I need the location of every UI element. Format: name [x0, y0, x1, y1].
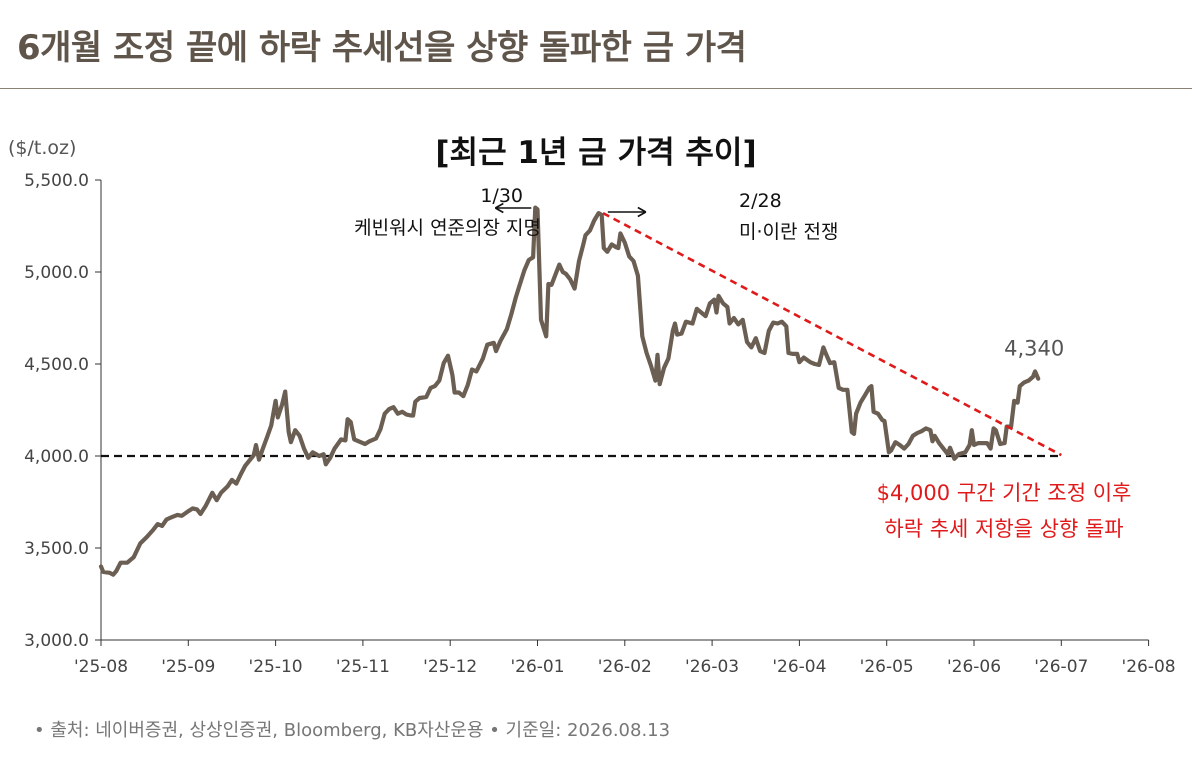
x-tick-label: '25-12	[423, 657, 477, 677]
annotation-date-jan30: 1/30	[480, 185, 523, 207]
x-tick-label: '26-06	[947, 657, 1001, 677]
y-axis-unit-label: ($/t.oz)	[8, 137, 77, 159]
trendline-layer	[602, 211, 1062, 457]
y-tick-label: 5,000.0	[24, 263, 89, 283]
x-tick-label: '26-03	[685, 657, 739, 677]
annotation-text-feb28: 미·이란 전쟁	[739, 221, 838, 243]
callout-line: $4,000 구간 기간 조정 이후	[877, 481, 1132, 505]
y-tick-label: 3,000.0	[24, 631, 89, 651]
annotation-layer: 4,340 1/30 케빈워시 연준의장 지명 2/28 미·이란 전쟁 $4,000 구…	[354, 185, 1131, 541]
y-tick-label: 4,500.0	[24, 355, 89, 375]
callout-line: 하락 추세 저항을 상향 돌파	[884, 517, 1123, 541]
y-tick-label: 5,500.0	[24, 171, 89, 191]
axes: 3,000.0 3,500.0 4,000.0 4,500.0 5,000.0 5,500…	[24, 171, 1176, 677]
x-tick-label: '25-11	[336, 657, 390, 677]
source-footer: • 출처: 네이버증권, 상상인증권, Bloomberg, KB자산운용 • …	[34, 720, 671, 741]
x-tick-label: '25-10	[249, 657, 303, 677]
annotation-date-feb28: 2/28	[739, 190, 782, 212]
x-tick-label: '25-08	[74, 657, 128, 677]
x-tick-label: '25-09	[161, 657, 215, 677]
annotation-arrow-feb28-head	[637, 206, 647, 218]
x-tick-label: '26-05	[860, 657, 914, 677]
headline: 6개월 조정 끝에 하락 추세선을 상향 돌파한 금 가격	[17, 28, 747, 68]
downtrend-resistance-line	[602, 211, 1062, 457]
headline-divider	[0, 88, 1192, 89]
annotation-arrow-jan30-head	[494, 202, 504, 214]
last-value-label: 4,340	[1004, 337, 1064, 361]
annotation-text-jan30: 케빈워시 연준의장 지명	[354, 217, 541, 239]
series-layer	[98, 205, 1041, 577]
x-tick-label: '26-01	[510, 657, 564, 677]
y-tick-label: 3,500.0	[24, 539, 89, 559]
x-tick-label: '26-04	[772, 657, 826, 677]
gold-price-line	[98, 205, 1041, 577]
x-tick-label: '26-08	[1122, 657, 1176, 677]
x-tick-label: '26-02	[598, 657, 652, 677]
y-tick-label: 4,000.0	[24, 447, 89, 467]
x-tick-label: '26-07	[1034, 657, 1088, 677]
chart-title: [최근 1년 금 가격 추이]	[435, 135, 757, 171]
